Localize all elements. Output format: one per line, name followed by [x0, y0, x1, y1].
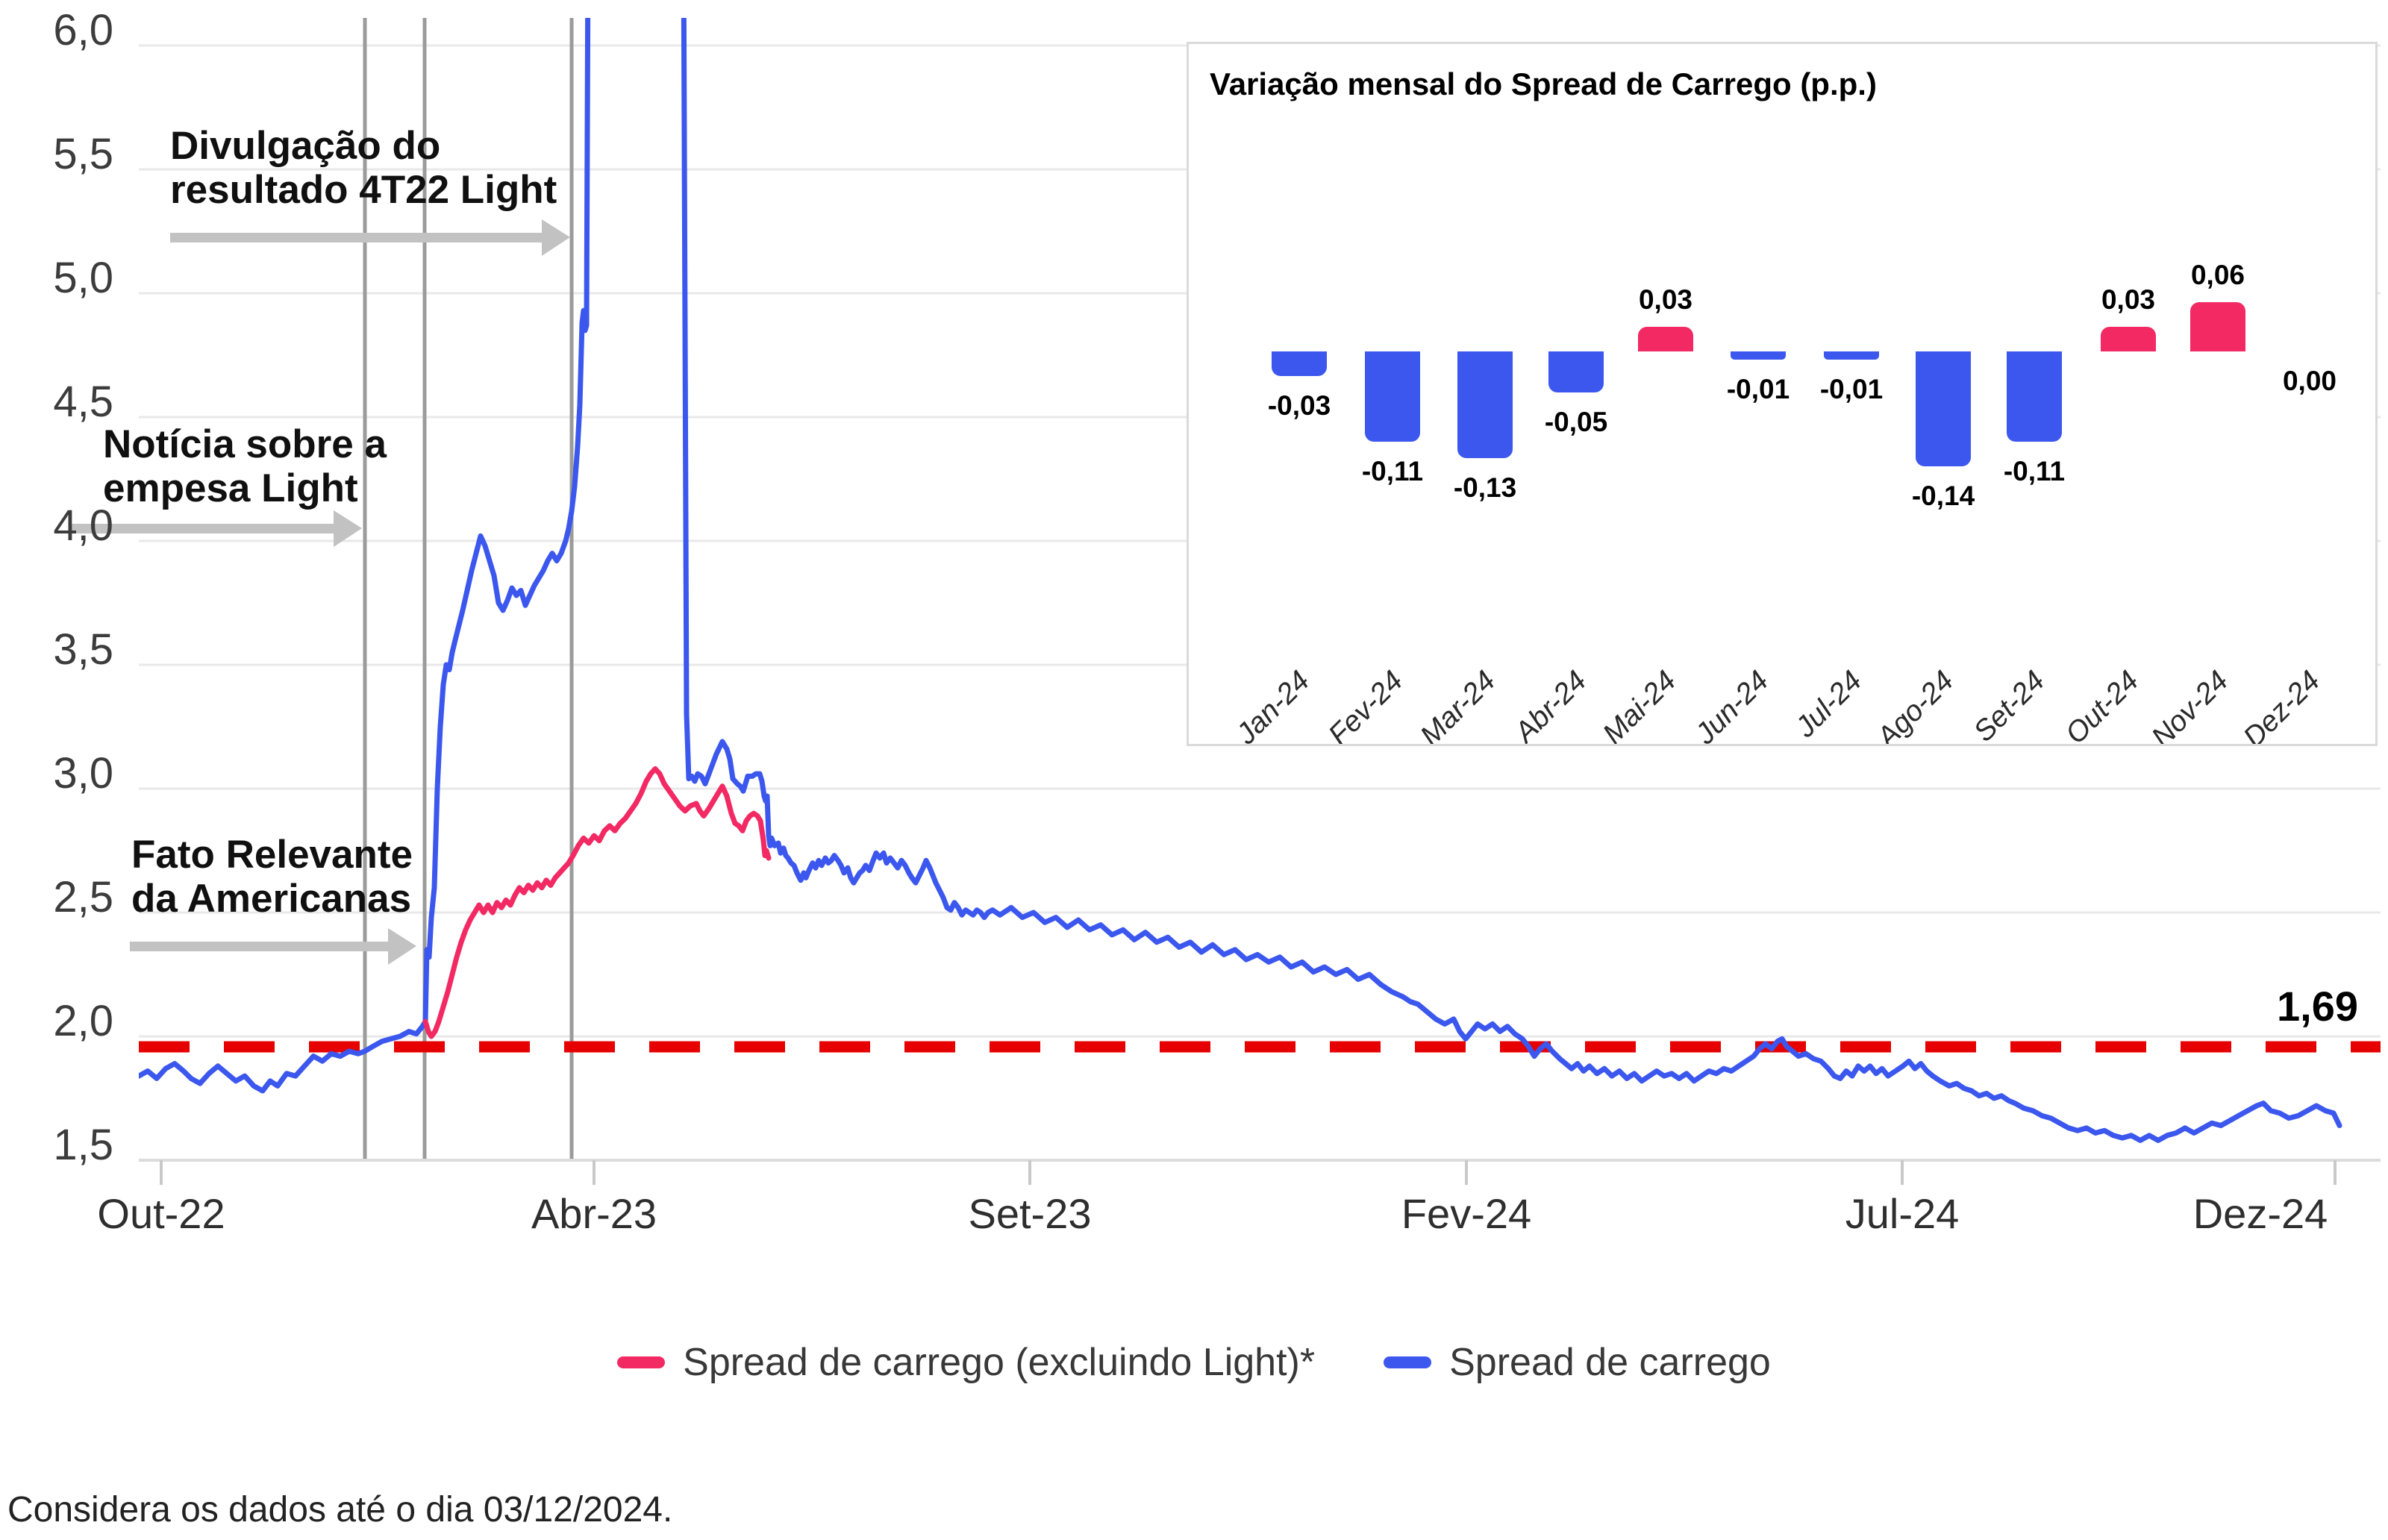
arrow-noticia — [71, 510, 362, 547]
inset-title: Variação mensal do Spread de Carrego (p.… — [1210, 66, 1877, 101]
annotation-line: Notícia sobre a — [103, 422, 387, 466]
x-tick-label: Jul-24 — [1845, 1190, 1960, 1237]
y-tick-label: 4,5 — [53, 378, 113, 426]
y-tick-label: 5,0 — [53, 254, 113, 302]
bar-value-label: 0,06 — [2191, 260, 2245, 290]
bar-category-label: Mai-24 — [1597, 665, 1683, 744]
bar-Ago-24 — [1916, 351, 1971, 466]
bar-category-label: Mar-24 — [1414, 665, 1501, 744]
bar-Abr-24 — [1548, 351, 1604, 392]
legend-dash-pink-icon — [617, 1356, 666, 1368]
bar-category-label: Nov-24 — [2145, 665, 2234, 744]
series-group — [139, 18, 2342, 1143]
bar-category-label: Jul-24 — [1789, 665, 1868, 744]
annotation-fato-relevante: Fato Relevante da Americanas — [131, 833, 413, 921]
legend-dash-blue-icon — [1384, 1356, 1432, 1368]
annotation-divulgacao: Divulgação do resultado 4T22 Light — [170, 124, 557, 212]
bar-category-label: Jan-24 — [1230, 665, 1316, 744]
footer-note: Considera os dados até o dia 03/12/2024. — [7, 1490, 673, 1530]
annotation-line: resultado 4T22 Light — [170, 168, 557, 212]
bar-value-label: 0,03 — [1639, 284, 1692, 315]
x-tick-label: Out-22 — [97, 1190, 225, 1237]
annotation-line: da Americanas — [131, 877, 412, 921]
x-tick-label: Fev-24 — [1401, 1190, 1532, 1237]
annotation-line: Divulgação do — [170, 124, 441, 168]
legend-label: Spread de carrego — [1449, 1341, 1771, 1384]
bar-value-label: -0,11 — [1362, 456, 1423, 486]
bar-value-label: 0,00 — [2283, 366, 2337, 396]
reference-value-label: 1,69 — [2277, 983, 2358, 1030]
y-tick-label: 2,0 — [53, 997, 113, 1045]
bar-Jan-24 — [1272, 351, 1327, 376]
legend: Spread de carrego (excluindo Light)* Spr… — [0, 1340, 2388, 1385]
y-tick-label: 1,5 — [53, 1121, 113, 1169]
arrow-fato-relevante — [130, 928, 416, 965]
x-axis-ticks — [160, 1160, 2337, 1185]
bar-Jun-24 — [1731, 351, 1786, 360]
bar-Nov-24 — [2190, 302, 2245, 351]
y-tick-label: 5,5 — [53, 130, 113, 178]
annotation-noticia: Notícia sobre a empesa Light — [103, 422, 387, 510]
bar-value-label: 0,03 — [2101, 284, 2155, 315]
annotation-line: empesa Light — [103, 466, 358, 510]
bar-category-label: Out-24 — [2060, 665, 2145, 744]
bar-value-label: -0,03 — [1268, 390, 1331, 421]
y-tick-label: 3,5 — [53, 625, 113, 674]
x-tick-label: Set-23 — [968, 1190, 1092, 1237]
bar-Set-24 — [2007, 351, 2062, 442]
bar-value-label: -0,01 — [1820, 374, 1883, 404]
x-axis — [139, 1159, 2381, 1185]
y-tick-label: 6,0 — [53, 6, 113, 54]
bar-category-label: Dez-24 — [2237, 665, 2326, 744]
bar-value-label: -0,14 — [1912, 481, 1975, 511]
arrow-divulgacao — [170, 219, 570, 256]
bar-value-label: -0,11 — [2004, 456, 2065, 486]
bar-category-label: Fev-24 — [1322, 665, 1409, 744]
series-line-blue — [139, 18, 2342, 1143]
y-tick-label: 4,0 — [53, 501, 113, 550]
bar-value-label: -0,05 — [1545, 407, 1607, 437]
inset-bar-chart-panel: Variação mensal do Spread de Carrego (p.… — [1187, 42, 2378, 746]
bar-value-label: -0,13 — [1454, 472, 1516, 503]
bar-category-label: Jun-24 — [1689, 665, 1775, 744]
y-tick-label: 3,0 — [53, 749, 113, 798]
y-tick-label: 2,5 — [53, 873, 113, 921]
legend-label: Spread de carrego (excluindo Light)* — [683, 1341, 1316, 1384]
x-tick-label: Abr-23 — [531, 1190, 657, 1237]
bar-category-label: Abr-24 — [1507, 665, 1592, 744]
annotation-line: Fato Relevante — [131, 833, 413, 877]
bar-Out-24 — [2101, 327, 2156, 351]
bar-category-label: Set-24 — [1968, 665, 2051, 744]
bar-value-label: -0,01 — [1727, 374, 1790, 404]
legend-item-spread: Spread de carrego — [1384, 1340, 1771, 1385]
legend-item-excluding-light: Spread de carrego (excluindo Light)* — [617, 1340, 1315, 1385]
inset-bar-chart: -0,03 Jan-24 -0,11 Fev-24 -0,13 Mar-24 -0,05 Ab… — [1230, 260, 2337, 744]
bar-category-label: Ago-24 — [1870, 665, 1960, 744]
bar-Mai-24 — [1638, 327, 1693, 351]
bar-Fev-24 — [1365, 351, 1420, 442]
bar-Jul-24 — [1824, 351, 1879, 360]
series-line-pink — [422, 766, 772, 1039]
bar-Mar-24 — [1457, 351, 1513, 458]
x-tick-label: Dez-24 — [2192, 1190, 2328, 1237]
annotation-arrows — [71, 219, 570, 965]
